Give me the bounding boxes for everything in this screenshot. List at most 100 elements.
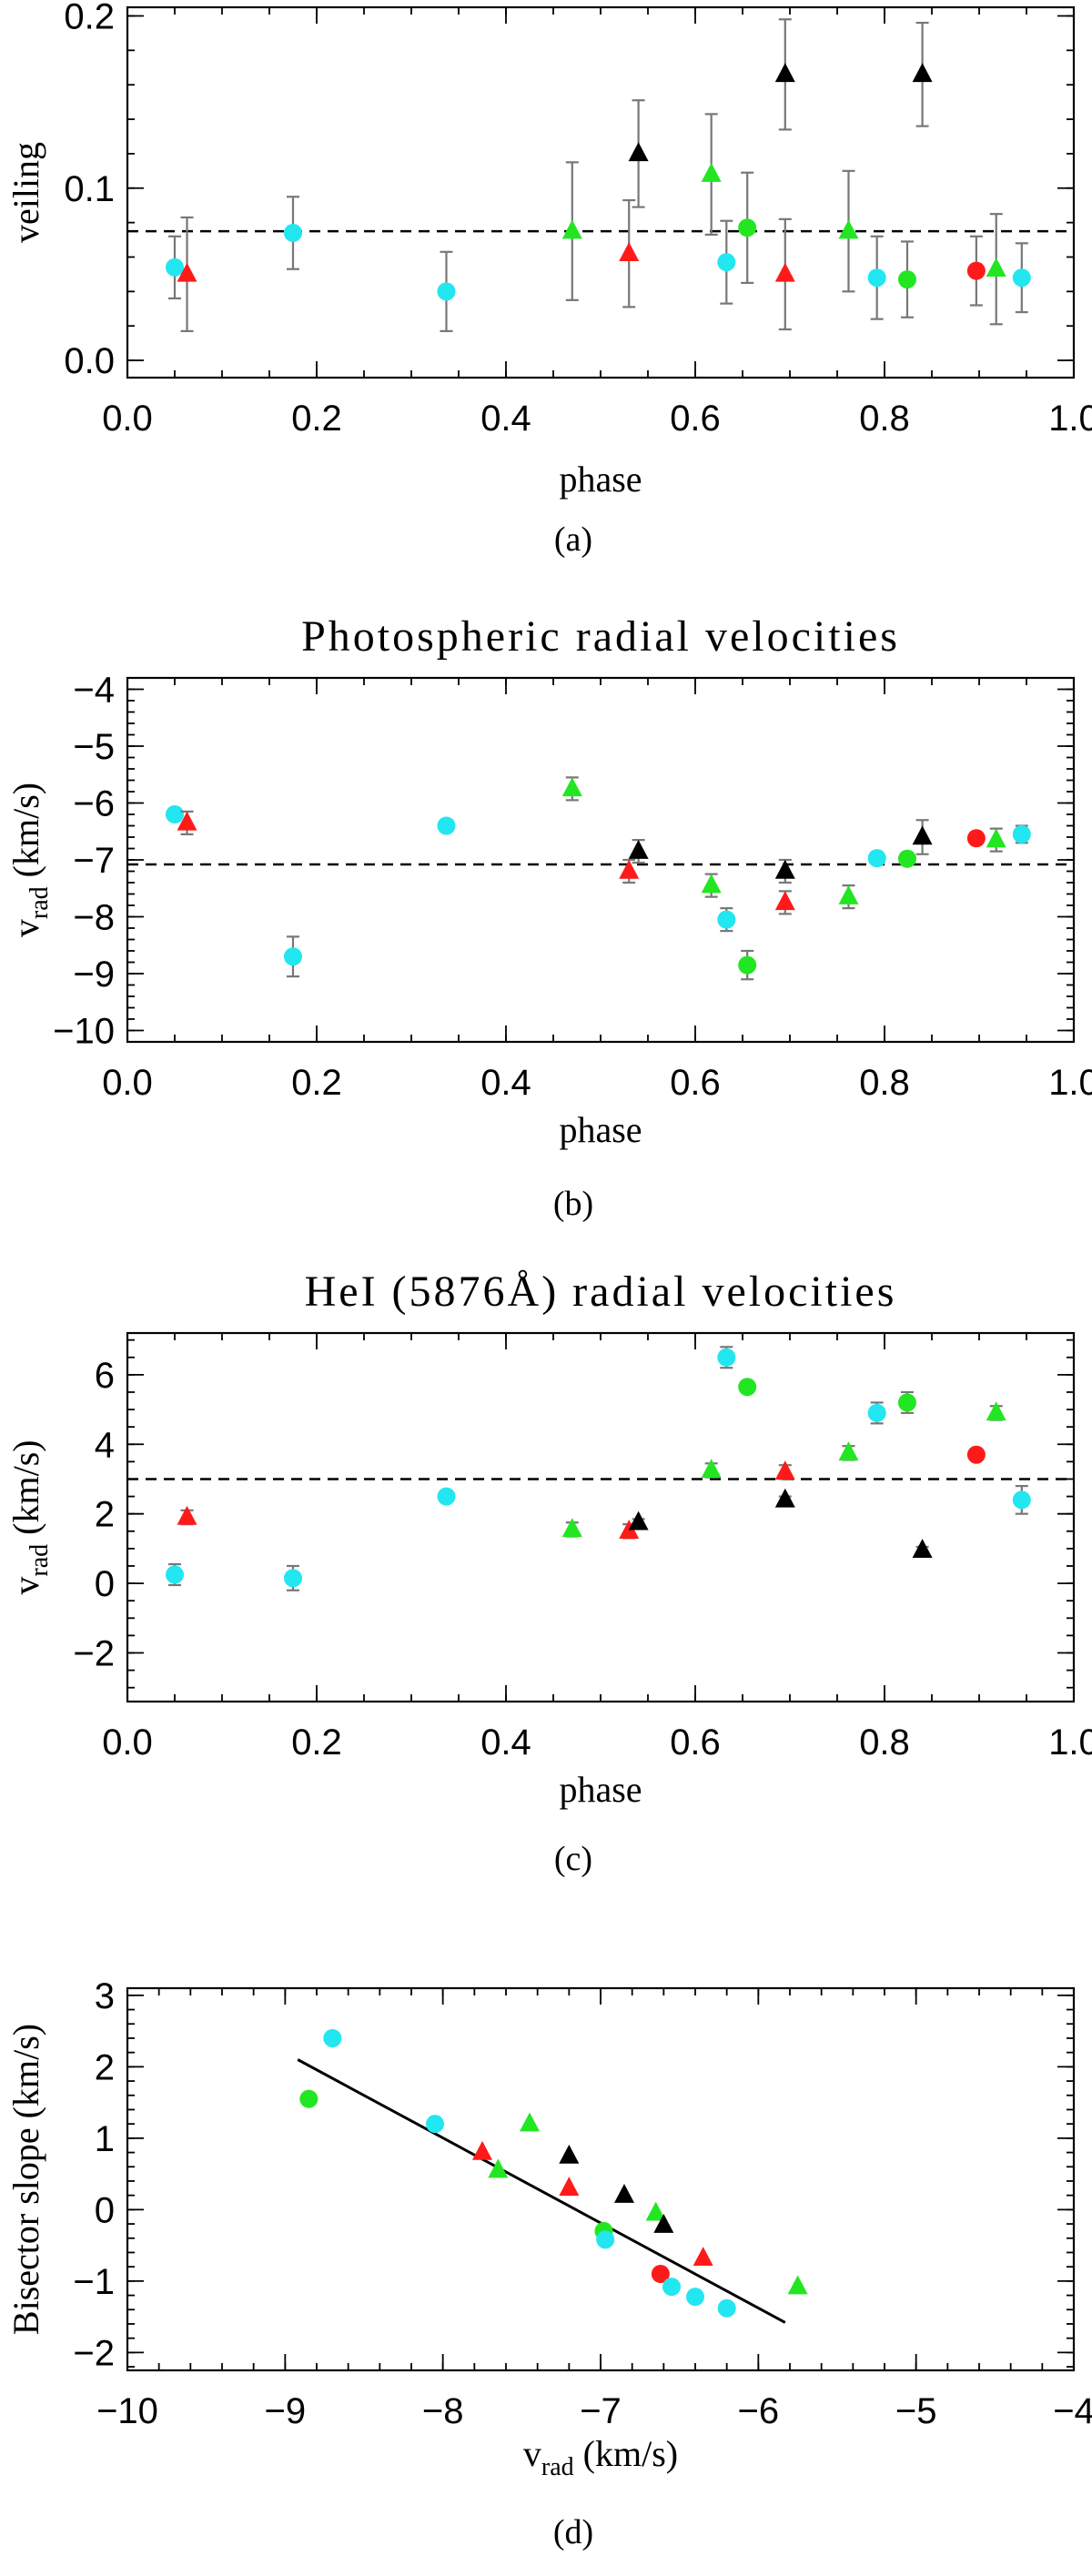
y-tick-label-3: 3 [95,1976,115,2016]
data-point-green-circle [897,849,916,868]
plot-frame [126,1986,1076,2372]
linear-fit-line [297,2058,786,2324]
data-point-green-circle [738,1378,757,1397]
y-axis-label: vrad (km/s) [5,1440,54,1594]
x-tick-label-0-4: 0.4 [480,399,531,439]
x-tick-label--9: −9 [265,2391,307,2431]
data-point-black-triangle [614,2184,634,2203]
y-axis-label-main: v [5,1577,46,1595]
data-point-green-circle [299,2089,318,2108]
x-axis-label: phase [559,1769,642,1810]
data-point-cyan-circle [437,1487,456,1506]
data-point-green-circle [738,218,757,237]
data-point-green-triangle [986,258,1006,277]
data-point-cyan-circle [284,947,302,966]
data-point-black-triangle [628,1510,649,1530]
x-axis-label-main: phase [559,459,642,500]
data-point-red-triangle [619,859,640,879]
y-tick-label-1: 1 [95,2119,115,2159]
data-point-cyan-circle [426,2115,444,2134]
x-axis-label-unit: (km/s) [574,2433,678,2474]
x-axis-label: phase [559,1109,642,1150]
plot-frame [126,5,1076,379]
x-tick-label-0-6: 0.6 [670,399,721,439]
x-axis-label-main: phase [559,1769,642,1810]
data-point-black-triangle [628,839,649,859]
x-tick-label--8: −8 [422,2391,464,2431]
data-point-red-circle [966,829,986,848]
x-tick-label-1-0: 1.0 [1048,1063,1092,1103]
data-point-green-triangle [701,162,722,182]
data-point-cyan-circle [662,2278,681,2297]
data-point-cyan-circle [437,282,456,301]
data-point-black-triangle [912,1539,933,1559]
data-point-red-triangle [774,262,795,282]
data-point-red-triangle [774,1460,795,1480]
x-axis-label-sub: rad [541,2453,574,2481]
panel-caption: (d) [553,2513,593,2551]
data-point-black-triangle [774,859,795,879]
panel-c: 0.0 0.2 0.4 0.6 0.8 1.0 −2 0 2 4 6 HeI (5876Å) radi… [5,1268,1092,1878]
panel-caption: (c) [554,1840,592,1878]
data-point-red-circle [651,2265,670,2284]
data-point-black-triangle [653,2213,674,2233]
y-axis-label-sub: rad [25,886,54,919]
data-point-black-triangle [628,142,649,162]
x-axis-label: vrad (km/s) [523,2433,678,2481]
y-tick-label-4: 4 [95,1425,115,1465]
x-tick-label--5: −5 [895,2391,937,2431]
data-point-black-triangle [912,63,933,83]
x-tick-label-0-2: 0.2 [291,1063,342,1103]
y-axis-label-main: v [5,919,46,937]
data-point-green-triangle [561,777,582,797]
data-point-green-circle [738,955,757,975]
chart-title: HeI (5876Å) radial velocities [305,1268,897,1316]
data-point-cyan-circle [1012,268,1031,288]
data-point-cyan-circle [1012,824,1031,844]
x-tick-label--4: −4 [1053,2391,1092,2431]
data-point-cyan-circle [437,816,456,835]
data-point-cyan-circle [717,253,736,272]
y-tick-label--5: −5 [73,727,115,767]
x-tick-label-0-0: 0.0 [102,399,153,439]
data-point-green-triangle [701,1459,722,1479]
y-tick-label--10: −10 [53,1012,115,1052]
x-tick-label-0-8: 0.8 [859,1063,910,1103]
x-tick-label-0-2: 0.2 [291,1722,342,1763]
x-tick-label-0-8: 0.8 [859,1722,910,1763]
y-tick-label-0-0: 0.0 [64,341,115,381]
y-axis-label-unit: (km/s) [5,783,46,886]
panel-caption: (a) [554,520,592,559]
panel-b: 0.0 0.2 0.4 0.6 0.8 1.0 −10 −9 −8 −7 −6 −5 −4 Photosp… [5,612,1092,1223]
data-point-green-circle [897,270,916,289]
y-tick-label-0-2: 0.2 [64,0,115,36]
x-tick-label-0-6: 0.6 [670,1063,721,1103]
x-axis-label-main: v [523,2433,541,2474]
data-point-red-triangle [177,811,197,831]
data-point-red-triangle [693,2247,713,2266]
x-tick-label-0-4: 0.4 [480,1722,531,1763]
data-point-green-triangle [561,219,582,239]
data-point-cyan-circle [867,268,886,288]
data-point-cyan-circle [717,1348,736,1367]
y-axis-label-main: veiling [5,142,46,243]
data-point-red-triangle [619,242,640,261]
data-point-cyan-circle [323,2028,342,2047]
x-tick-label-0-0: 0.0 [102,1722,153,1763]
y-tick-label--1: −1 [73,2262,115,2302]
y-tick-label-6: 6 [95,1356,115,1396]
y-axis-label: veiling [5,142,46,243]
data-point-cyan-circle [717,2298,736,2318]
data-point-cyan-circle [166,258,184,277]
panel-caption: (b) [553,1185,593,1223]
y-axis-label: vrad (km/s) [5,783,54,937]
data-point-cyan-circle [1012,1490,1031,1510]
chart-title: Photospheric radial velocities [301,612,900,661]
y-tick-label--6: −6 [73,784,115,824]
data-point-black-triangle [559,2144,580,2164]
data-point-red-circle [966,261,986,280]
x-tick-label-1-0: 1.0 [1048,399,1092,439]
data-point-green-triangle [488,2158,509,2178]
